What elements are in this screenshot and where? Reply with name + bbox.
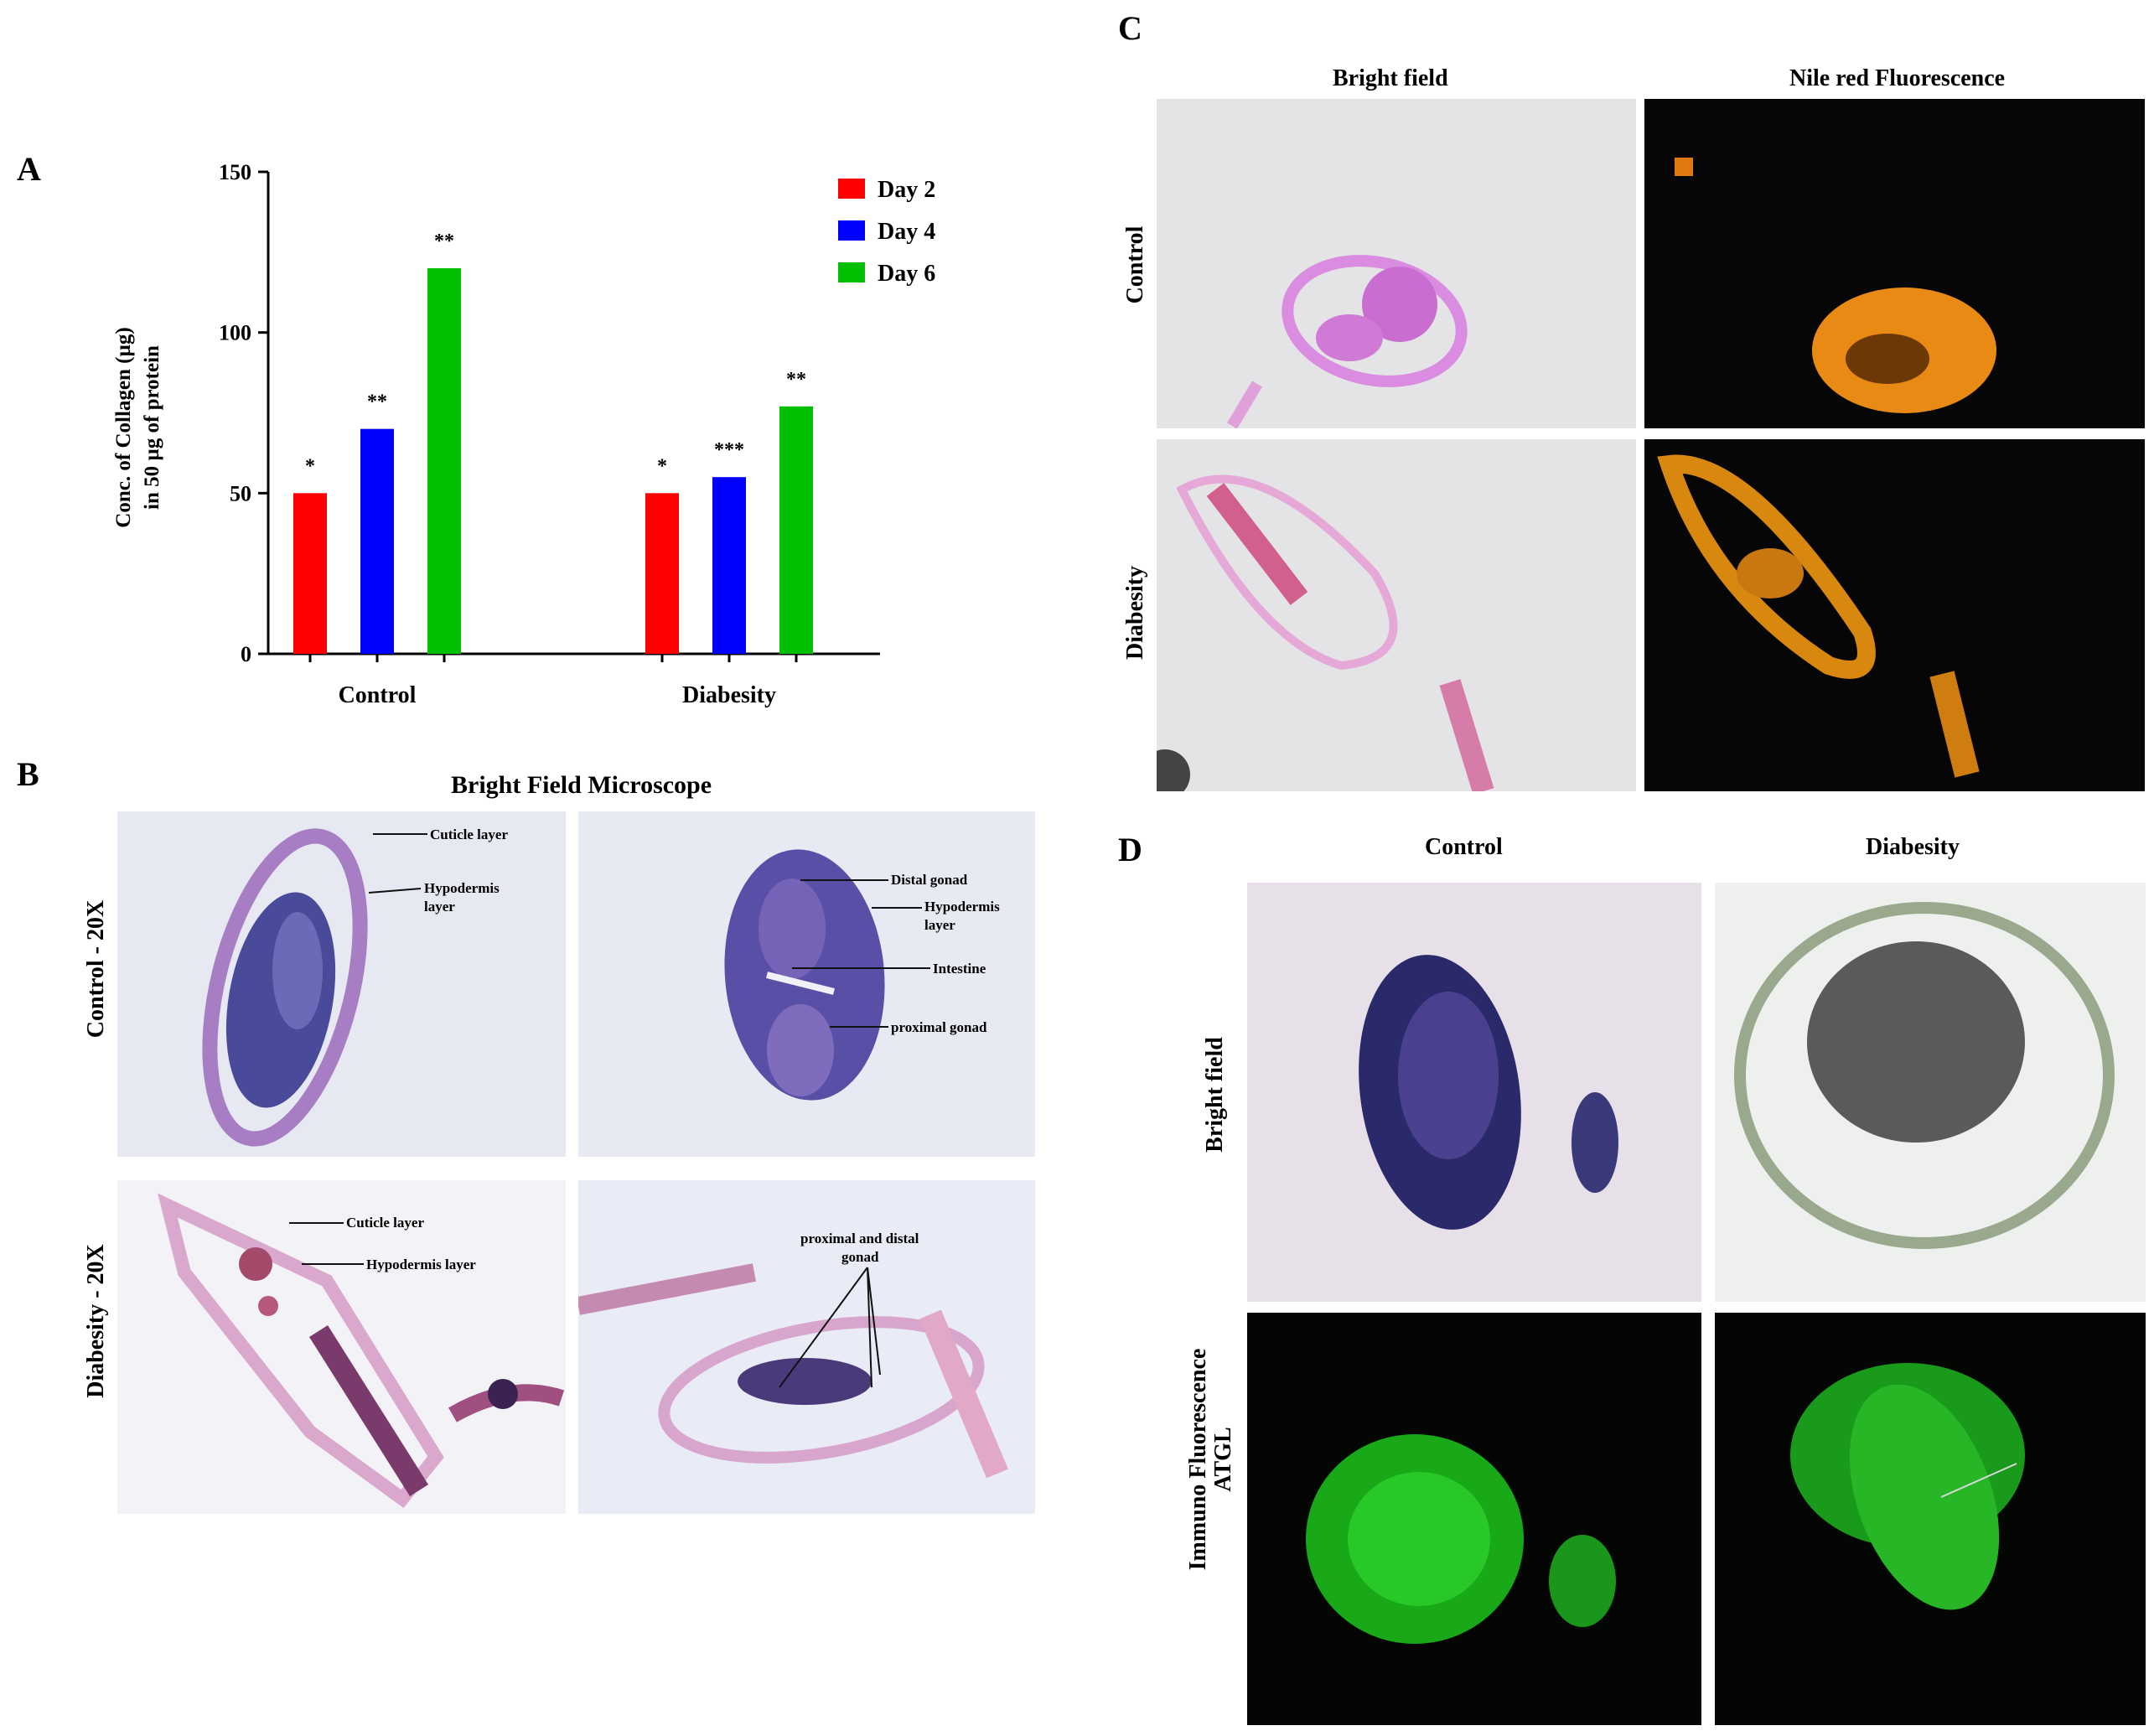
micrograph-control-nile-red — [1644, 99, 2145, 428]
annotation-hypodermis: Hypodermis — [924, 899, 1000, 915]
bar-day-4-control — [360, 428, 394, 654]
collagen-bar-chart: 0 50 100 150 Conc. of Collagen (µg) in 50 µg … — [112, 160, 935, 708]
micrograph-diabesity-d-atgl — [1715, 1313, 2146, 1725]
y-tick-label: 100 — [219, 321, 251, 345]
panel-d-row-bright-field: Bright field — [1202, 1037, 1228, 1153]
significance-label: ** — [367, 391, 387, 413]
micrograph-diabesity-d-bright-field — [1715, 883, 2146, 1302]
annotation-hypodermis-layer: layer — [424, 899, 455, 915]
panel-c-row-diabesity: Diabesity — [1122, 566, 1148, 660]
annotation-distal-gonad: Distal gonad — [891, 872, 968, 888]
panel-letter-d: D — [1118, 831, 1142, 868]
legend-label: Day 4 — [878, 219, 935, 245]
annotation-proximal-distal: proximal and distal — [800, 1231, 919, 1246]
significance-label: *** — [714, 439, 744, 461]
micrograph-diabesity-20x-left — [117, 1180, 566, 1514]
annotation-hypodermis-layer: layer — [924, 917, 955, 933]
panel-d-col-diabesity: Diabesity — [1866, 834, 1960, 860]
legend-swatch — [838, 220, 865, 241]
y-tick-label: 0 — [241, 642, 251, 666]
annotation-gonad: gonad — [841, 1249, 879, 1265]
panel-letter-a: A — [17, 150, 41, 188]
micrograph-diabesity-20x-right — [578, 1180, 1035, 1514]
x-category-label: Diabesity — [682, 682, 776, 708]
panel-letter-c: C — [1118, 9, 1142, 47]
y-axis-label: Conc. of Collagen (µg) — [112, 327, 135, 527]
x-category-label: Control — [339, 682, 417, 708]
significance-label: ** — [786, 369, 806, 391]
annotation-hypodermis: Hypodermis — [424, 880, 500, 896]
bar-day-2-control — [293, 493, 327, 654]
panel-c-row-control: Control — [1122, 225, 1148, 304]
panel-d-col-control: Control — [1425, 834, 1503, 860]
legend-swatch — [838, 262, 865, 282]
panel-d-row-immuno-fluorescence: Immuno Fluorescence — [1185, 1348, 1211, 1571]
micrograph-control-d-atgl — [1247, 1313, 1701, 1725]
y-tick-label: 50 — [230, 481, 251, 505]
micrograph-control-20x-left — [117, 811, 566, 1157]
significance-label: * — [305, 455, 315, 477]
significance-label: ** — [434, 231, 454, 252]
legend-label: Day 2 — [878, 177, 935, 203]
bar-day-6-diabesity — [779, 406, 813, 654]
panel-b-title: Bright Field Microscope — [451, 771, 712, 799]
annotation-cuticle-layer: Cuticle layer — [430, 827, 508, 842]
panel-c-col-nile-red: Nile red Fluorescence — [1789, 65, 2006, 91]
y-tick-label: 150 — [219, 160, 251, 184]
panel-d-row-atgl: ATGL — [1210, 1427, 1236, 1492]
micrograph-control-20x-right — [578, 811, 1035, 1157]
micrograph-control-d-bright-field — [1247, 883, 1701, 1302]
bar-day-4-diabesity — [712, 477, 746, 654]
bar-day-2-diabesity — [645, 493, 679, 654]
significance-label: * — [657, 455, 667, 477]
y-axis-label: in 50 µg of protein — [141, 345, 163, 510]
panel-c-col-bright-field: Bright field — [1333, 65, 1448, 91]
micrograph-control-bright-field — [1157, 99, 1636, 428]
panel-letter-b: B — [17, 755, 39, 793]
bar-day-6-control — [427, 268, 461, 654]
annotation-proximal-gonad: proximal gonad — [891, 1019, 987, 1035]
annotation-cuticle-layer: Cuticle layer — [346, 1215, 424, 1231]
annotation-hypodermis-layer: Hypodermis layer — [366, 1257, 476, 1272]
legend-label: Day 6 — [878, 261, 935, 287]
micrograph-diabesity-nile-red — [1644, 439, 2145, 791]
legend-swatch — [838, 179, 865, 199]
micrograph-diabesity-bright-field — [1157, 439, 1636, 791]
annotation-intestine: Intestine — [933, 961, 986, 977]
